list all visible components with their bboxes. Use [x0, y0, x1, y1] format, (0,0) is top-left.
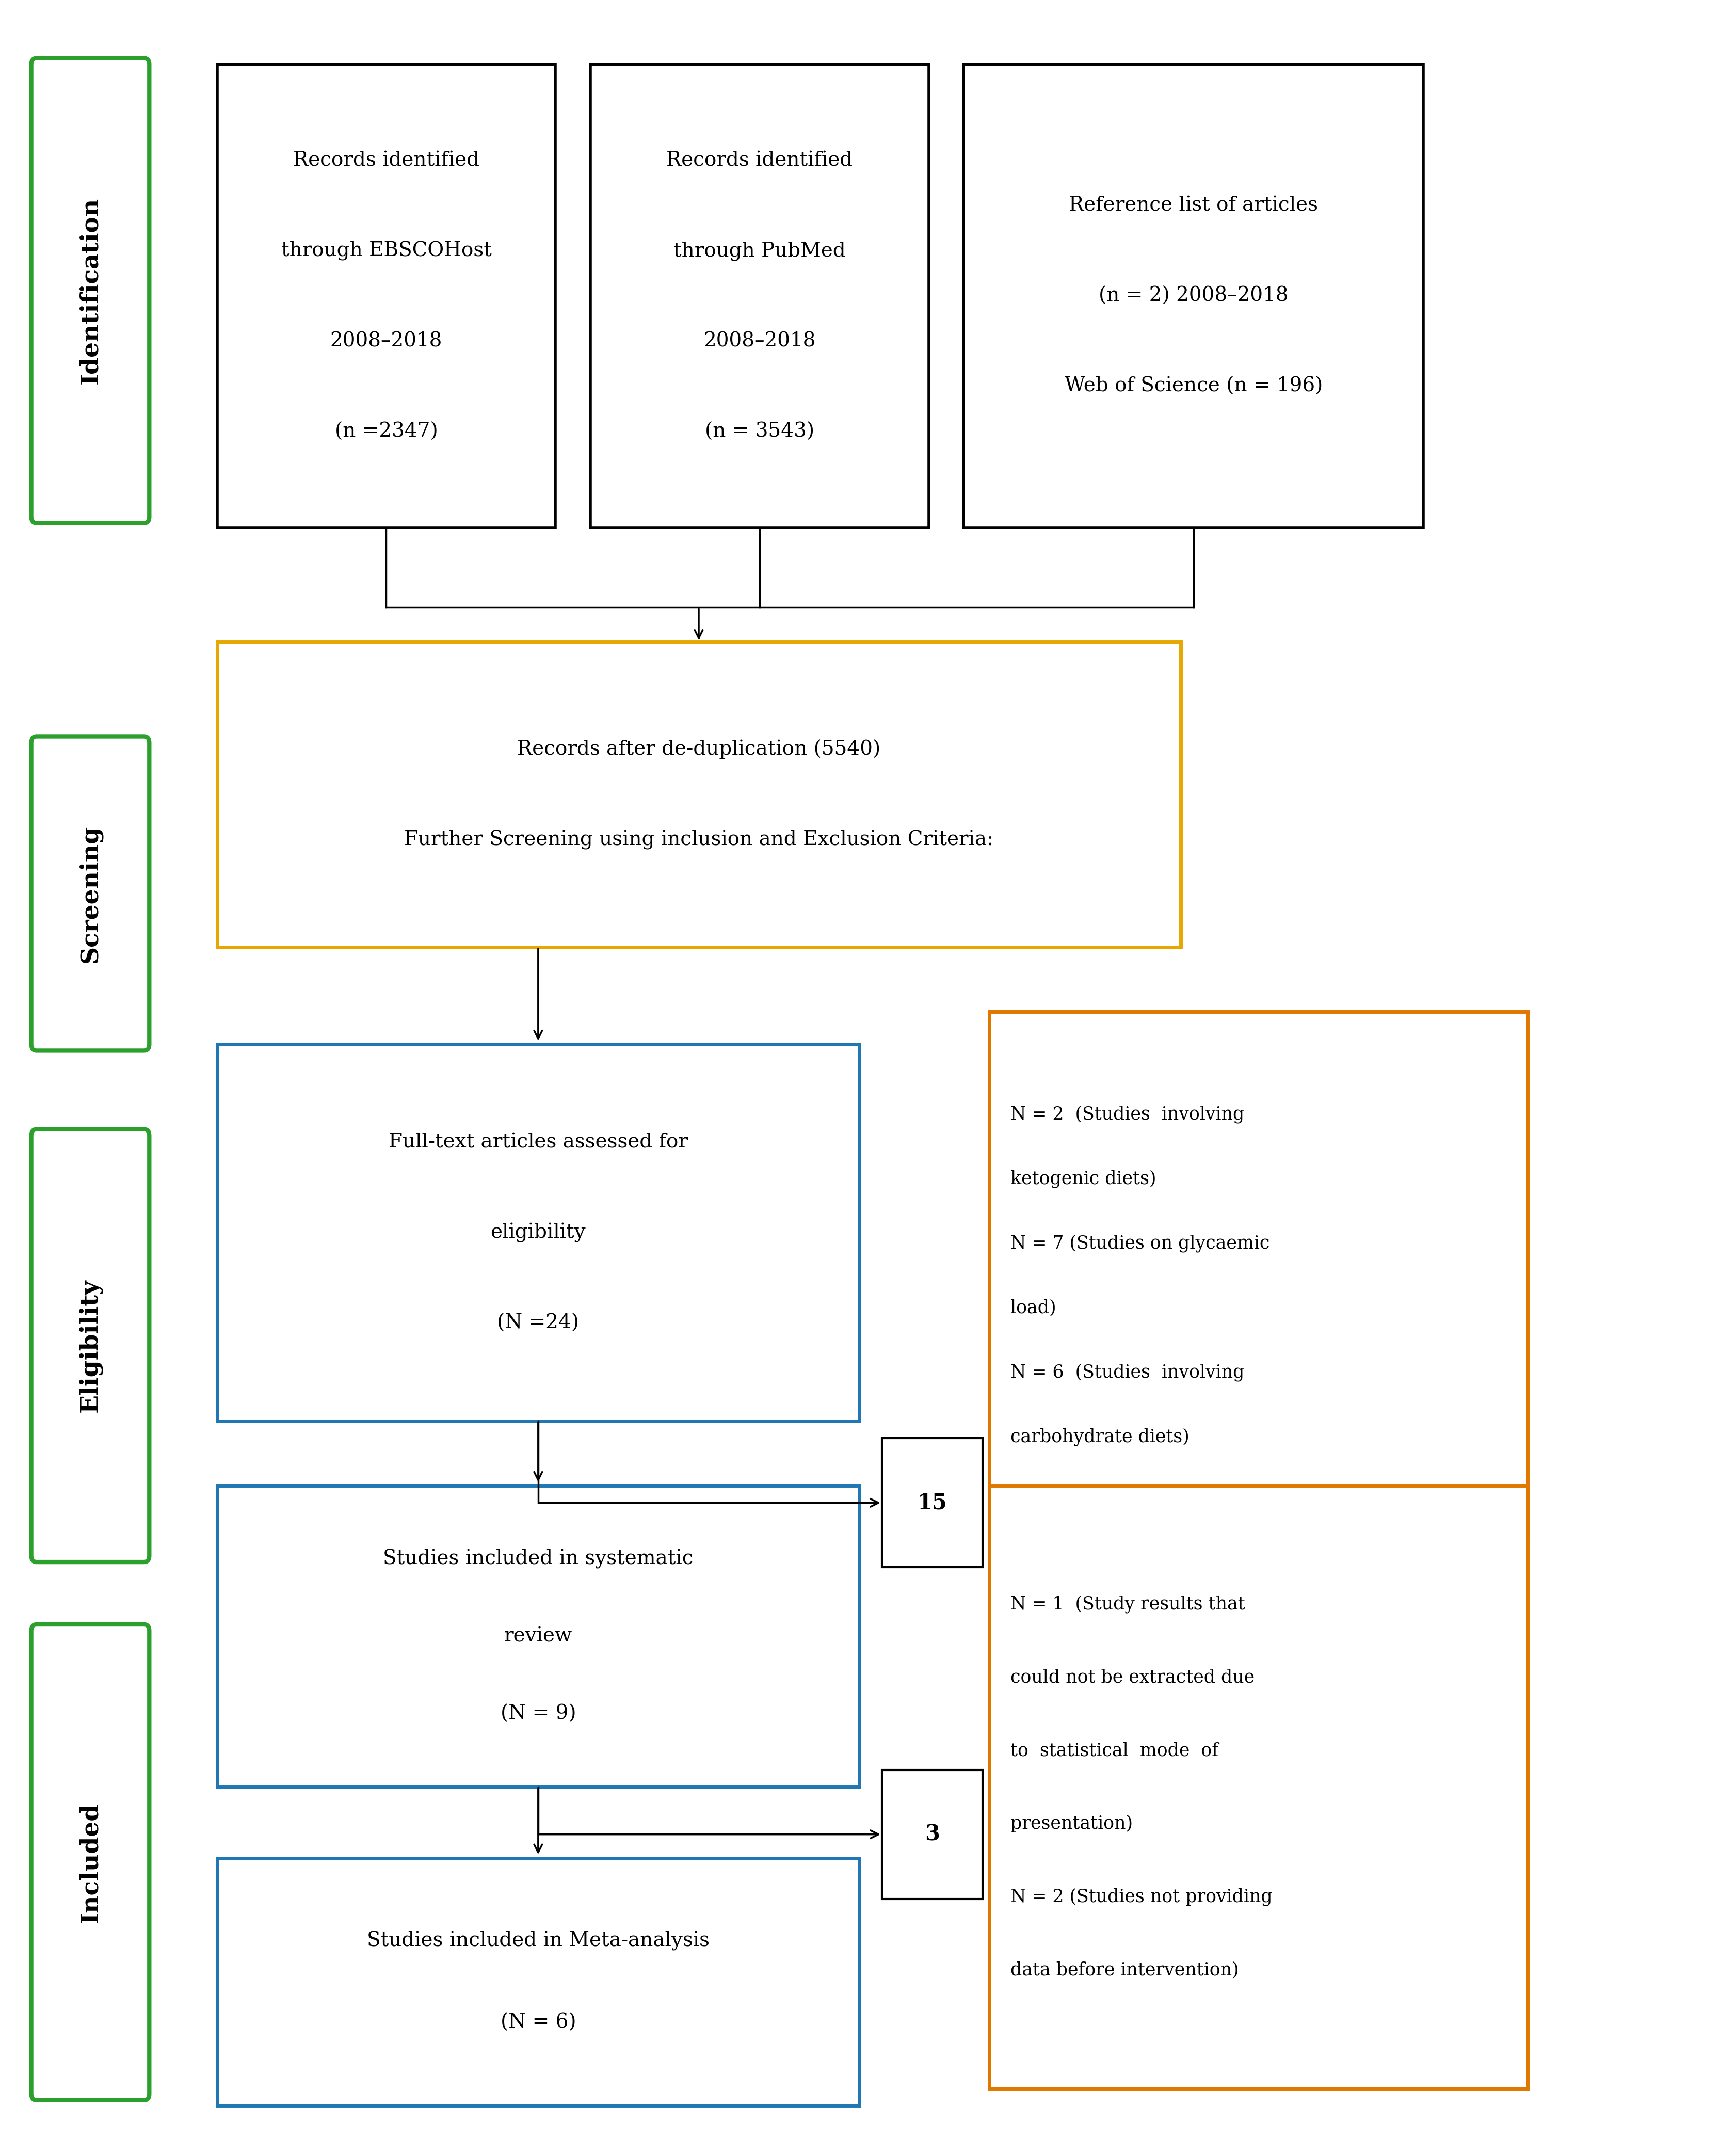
Text: Studies included in systematic: Studies included in systematic [384, 1548, 693, 1570]
Text: Records after de-duplication (5540): Records after de-duplication (5540) [517, 738, 880, 760]
Text: (N = 6): (N = 6) [500, 2013, 576, 2032]
Text: Identification: Identification [78, 198, 102, 383]
Text: 2008–2018: 2008–2018 [330, 332, 443, 351]
Text: (n = 3543): (n = 3543) [705, 422, 814, 441]
Text: (n =2347): (n =2347) [335, 422, 437, 441]
Text: (N = 9): (N = 9) [500, 1705, 576, 1722]
Bar [217, 1858, 859, 2106]
Text: eligibility: eligibility [491, 1223, 585, 1242]
Text: 3: 3 [925, 1824, 939, 1845]
Text: 2008–2018: 2008–2018 [703, 332, 816, 351]
Text: N = 7 (Studies on glycaemic: N = 7 (Studies on glycaemic [1010, 1234, 1269, 1253]
Text: Full-text articles assessed for: Full-text articles assessed for [389, 1132, 687, 1152]
Text: Screening: Screening [78, 825, 102, 962]
Text: to  statistical  mode  of: to statistical mode of [1010, 1742, 1219, 1759]
Bar [963, 65, 1424, 527]
Text: (N =24): (N =24) [496, 1313, 580, 1333]
Text: (n = 2) 2008–2018: (n = 2) 2008–2018 [1099, 286, 1288, 306]
Text: N = 6  (Studies  involving: N = 6 (Studies involving [1010, 1363, 1245, 1382]
Text: Further Screening using inclusion and Exclusion Criteria:: Further Screening using inclusion and Ex… [404, 829, 993, 850]
Bar [990, 1486, 1528, 2088]
Text: ketogenic diets): ketogenic diets) [1010, 1169, 1156, 1188]
Text: Studies included in Meta-analysis: Studies included in Meta-analysis [366, 1931, 710, 1951]
FancyBboxPatch shape [31, 736, 149, 1051]
Text: 15: 15 [917, 1492, 948, 1514]
Text: Web of Science (n = 196): Web of Science (n = 196) [1064, 377, 1323, 396]
FancyBboxPatch shape [31, 1623, 149, 2101]
FancyBboxPatch shape [31, 1130, 149, 1563]
Bar [217, 65, 556, 527]
Text: Eligibility: Eligibility [78, 1279, 102, 1412]
Text: could not be extracted due: could not be extracted due [1010, 1669, 1255, 1686]
Bar [882, 1438, 983, 1567]
Text: Records identified: Records identified [667, 151, 852, 170]
Text: Reference list of articles: Reference list of articles [1069, 196, 1318, 215]
Text: load): load) [1010, 1298, 1055, 1318]
Text: Included: Included [78, 1802, 102, 1923]
Text: N = 1  (Study results that: N = 1 (Study results that [1010, 1595, 1245, 1613]
Text: N = 2  (Studies  involving: N = 2 (Studies involving [1010, 1104, 1245, 1124]
Text: N = 2 (Studies not providing: N = 2 (Studies not providing [1010, 1888, 1272, 1905]
Bar [217, 642, 1180, 947]
Text: through PubMed: through PubMed [674, 241, 845, 261]
Text: through EBSCOHost: through EBSCOHost [281, 241, 491, 261]
Text: presentation): presentation) [1010, 1815, 1132, 1832]
Bar [990, 1012, 1528, 1539]
Bar [590, 65, 929, 527]
Text: carbohydrate diets): carbohydrate diets) [1010, 1427, 1189, 1447]
Text: Records identified: Records identified [293, 151, 479, 170]
FancyBboxPatch shape [31, 58, 149, 523]
Bar [217, 1044, 859, 1421]
Bar [217, 1486, 859, 1787]
Text: review: review [503, 1628, 573, 1645]
Bar [882, 1770, 983, 1899]
Text: data before intervention): data before intervention) [1010, 1961, 1240, 1979]
